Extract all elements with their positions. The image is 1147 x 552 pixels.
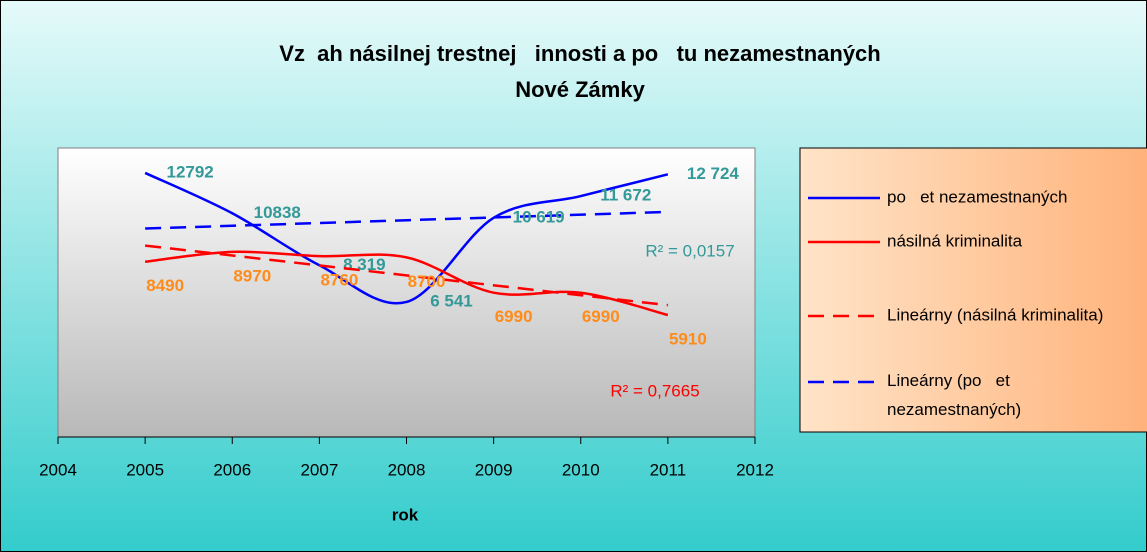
legend-label: Lineárny (po et nezamestnaných) [887, 371, 1021, 419]
data-label: 12 724 [687, 164, 740, 183]
r2-annotation: R² = 0,7665 [610, 381, 699, 400]
r2-annotation: R² = 0,0157 [645, 241, 734, 260]
data-label: 8970 [233, 266, 271, 285]
series-line [144, 250, 669, 317]
chart-title: Vz ah násilnej trestnej innosti a po tu … [279, 41, 880, 66]
data-label: 8760 [320, 271, 358, 290]
legend-label: po et nezamestnaných [887, 187, 1068, 206]
x-tick-label: 2008 [388, 460, 426, 479]
x-tick-label: 2004 [39, 460, 77, 479]
legend-label: Lineárny (násilná kriminalita) [887, 305, 1103, 324]
plot-area [57, 147, 756, 438]
data-label: 11 672 [600, 186, 651, 205]
data-label: 10 619 [513, 207, 565, 226]
x-tick-label: 2010 [562, 460, 600, 479]
x-tick-label: 2006 [213, 460, 251, 479]
data-label: 8700 [408, 272, 446, 291]
x-tick-label: 2007 [300, 460, 338, 479]
data-label: 10838 [254, 203, 301, 222]
data-label: 6990 [582, 307, 620, 326]
x-axis-label: rok [392, 505, 419, 524]
x-tick-label: 2012 [736, 460, 774, 479]
data-label: 5910 [669, 329, 707, 348]
data-label: 6990 [495, 307, 533, 326]
trendline [145, 210, 668, 230]
x-tick-label: 2011 [650, 460, 687, 479]
data-label: 8490 [146, 276, 184, 295]
x-tick-label: 2009 [475, 460, 513, 479]
legend-box [799, 147, 1147, 433]
trendline [144, 244, 669, 307]
series-line [144, 171, 669, 305]
data-label: 12792 [166, 162, 213, 181]
legend-label: násilná kriminalita [887, 231, 1023, 250]
x-tick-label: 2005 [126, 460, 164, 479]
data-label: 6 541 [430, 291, 473, 310]
chart-subtitle: Nové Zámky [515, 77, 645, 102]
